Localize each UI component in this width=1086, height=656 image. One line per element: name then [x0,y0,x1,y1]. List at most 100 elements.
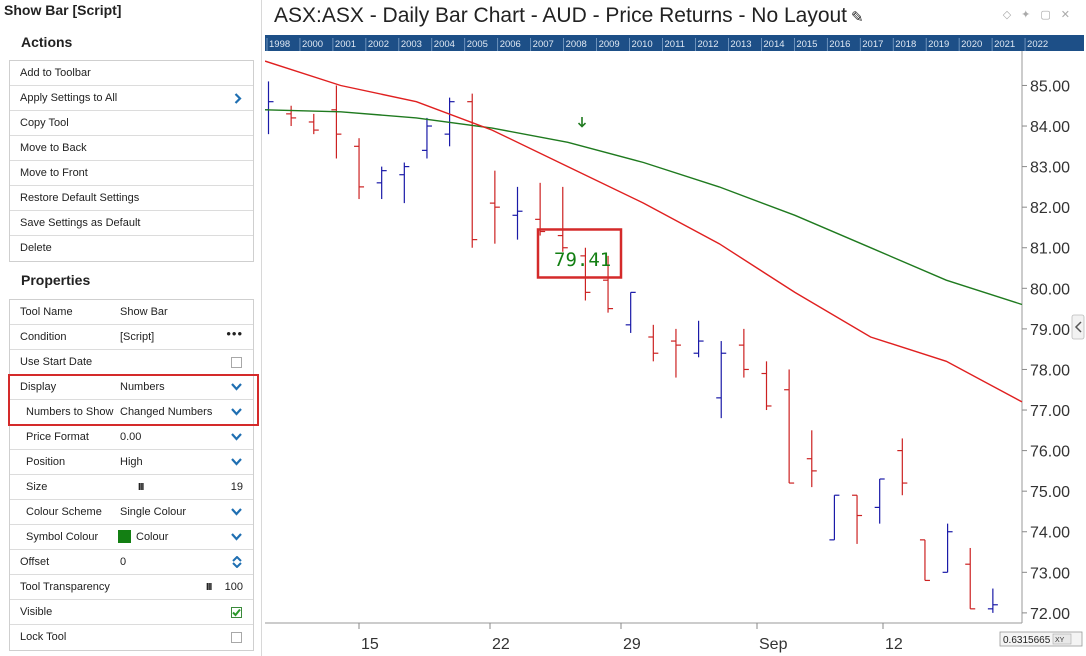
slider-handle-icon[interactable]: III [206,582,212,593]
action-label: Move to Front [20,167,88,179]
action-delete[interactable]: Delete [10,236,253,261]
chart-title: ASX:ASX - Daily Bar Chart - AUD - Price … [274,4,864,28]
year-label[interactable]: 2018 [895,39,916,50]
prop-label: Colour Scheme [26,506,102,518]
year-label[interactable]: 2019 [928,39,949,50]
year-label[interactable]: 2010 [632,39,653,50]
prop-size[interactable]: Size III 19 [10,475,253,500]
collapse-handle[interactable] [1071,314,1085,340]
year-label[interactable]: 2022 [1027,39,1048,50]
year-label[interactable]: 2017 [862,39,883,50]
display-select[interactable]: Numbers [120,381,165,393]
year-label[interactable]: 2020 [961,39,982,50]
prop-label: Offset [20,556,50,568]
lock-tool-checkbox[interactable] [231,632,242,643]
action-save-settings-as-default[interactable]: Save Settings as Default [10,211,253,236]
year-navigator[interactable] [265,35,1084,51]
year-label[interactable]: 2011 [665,39,685,50]
prop-lock-tool[interactable]: Lock Tool [10,625,253,650]
colour-scheme-select[interactable]: Single Colour [120,506,187,518]
action-label: Save Settings as Default [20,217,141,229]
visible-checkbox[interactable] [231,607,242,618]
xy-toggle-label: XY [1055,637,1065,644]
pencil-icon[interactable]: ✎ [851,9,864,26]
use-start-date-checkbox[interactable] [231,357,242,368]
spinner-icon[interactable] [232,550,242,568]
prop-price-format[interactable]: Price Format 0.00 [10,425,253,450]
prop-tool-name[interactable]: Tool Name Show Bar [10,300,253,325]
action-restore-default-settings[interactable]: Restore Default Settings [10,186,253,211]
more-options-icon[interactable]: ••• [226,326,243,341]
prop-label: Tool Name [20,306,73,318]
moving-average-short [265,60,1023,403]
year-label[interactable]: 2000 [302,39,323,50]
chevron-down-icon[interactable] [231,425,242,441]
year-label[interactable]: 2004 [434,39,455,50]
position-select[interactable]: High [120,456,143,468]
slider-handle-icon[interactable]: III [138,482,144,493]
chevron-down-icon[interactable] [231,400,242,416]
y-tick-label: 82.00 [1030,200,1070,217]
pin-icon[interactable]: ✦ [1021,9,1041,21]
year-label[interactable]: 2009 [599,39,620,50]
action-label: Delete [20,242,52,254]
xy-toggle[interactable] [1052,633,1072,645]
prop-label: Lock Tool [20,631,67,643]
prop-condition[interactable]: Condition [Script] ••• [10,325,253,350]
year-label[interactable]: 2013 [730,39,751,50]
prop-symbol-colour[interactable]: Symbol Colour Colour [10,525,253,550]
chevron-right-icon[interactable] [234,86,242,104]
year-label[interactable]: 2006 [500,39,521,50]
prop-visible[interactable]: Visible [10,600,253,625]
tool-name-value[interactable]: Show Bar [120,306,168,318]
year-label[interactable]: 2002 [368,39,389,50]
action-move-to-back[interactable]: Move to Back [10,136,253,161]
chevron-left-icon[interactable] [1074,321,1082,333]
prop-position[interactable]: Position High [10,450,253,475]
action-apply-settings-to-all[interactable]: Apply Settings to All [10,86,253,111]
symbol-colour-picker[interactable]: Colour [118,525,168,550]
properties-list: Tool Name Show Bar Condition [Script] ••… [9,299,254,651]
year-label[interactable]: 2005 [467,39,488,50]
prop-label: Numbers to Show [26,406,114,418]
action-add-to-toolbar[interactable]: Add to Toolbar [10,61,253,86]
x-tick-label: 29 [623,636,641,653]
year-label[interactable]: 2015 [796,39,817,50]
year-label[interactable]: 1998 [269,39,290,50]
prop-use-start-date[interactable]: Use Start Date [10,350,253,375]
arrow-down-icon [577,117,587,128]
year-label[interactable]: 2012 [697,39,718,50]
price-format-select[interactable]: 0.00 [120,431,142,443]
close-icon[interactable]: ✕ [1060,9,1080,21]
chevron-down-icon[interactable] [231,450,242,466]
prop-colour-scheme[interactable]: Colour Scheme Single Colour [10,500,253,525]
restore-icon[interactable]: ▢ [1040,9,1061,21]
prop-tool-transparency[interactable]: Tool Transparency III 100 [10,575,253,600]
year-label[interactable]: 2003 [401,39,422,50]
year-label[interactable]: 2007 [533,39,554,50]
y-tick-label: 73.00 [1030,565,1070,582]
prop-offset[interactable]: Offset 0 [10,550,253,575]
prop-display[interactable]: Display Numbers [10,375,253,400]
price-chart[interactable]: 1998 2000 2001 2002 2003 2004 2005 2006 2007 2008… [265,35,1086,656]
readout-value: 0.6315665 [1003,635,1051,646]
colour-swatch[interactable] [118,529,131,543]
year-label[interactable]: 2001 [335,39,356,50]
year-label[interactable]: 2008 [566,39,587,50]
year-label[interactable]: 2021 [994,39,1015,50]
action-move-to-front[interactable]: Move to Front [10,161,253,186]
highlight-box [536,228,623,279]
prop-label: Size [26,481,48,493]
offset-value[interactable]: 0 [120,556,127,568]
numbers-to-show-select[interactable]: Changed Numbers [120,406,213,418]
chevron-down-icon[interactable] [231,500,242,516]
year-label[interactable]: 2016 [829,39,850,50]
year-label[interactable]: 2014 [763,39,784,50]
chevron-down-icon[interactable] [231,525,242,541]
action-copy-tool[interactable]: Copy Tool [10,111,253,136]
chart-title-text: ASX:ASX - Daily Bar Chart - AUD - Price … [274,4,848,27]
y-tick-label: 85.00 [1030,78,1070,95]
chevron-down-icon[interactable] [231,375,242,391]
transparency-value: 100 [224,581,243,593]
diamond-icon[interactable]: ◇ [1002,9,1022,21]
